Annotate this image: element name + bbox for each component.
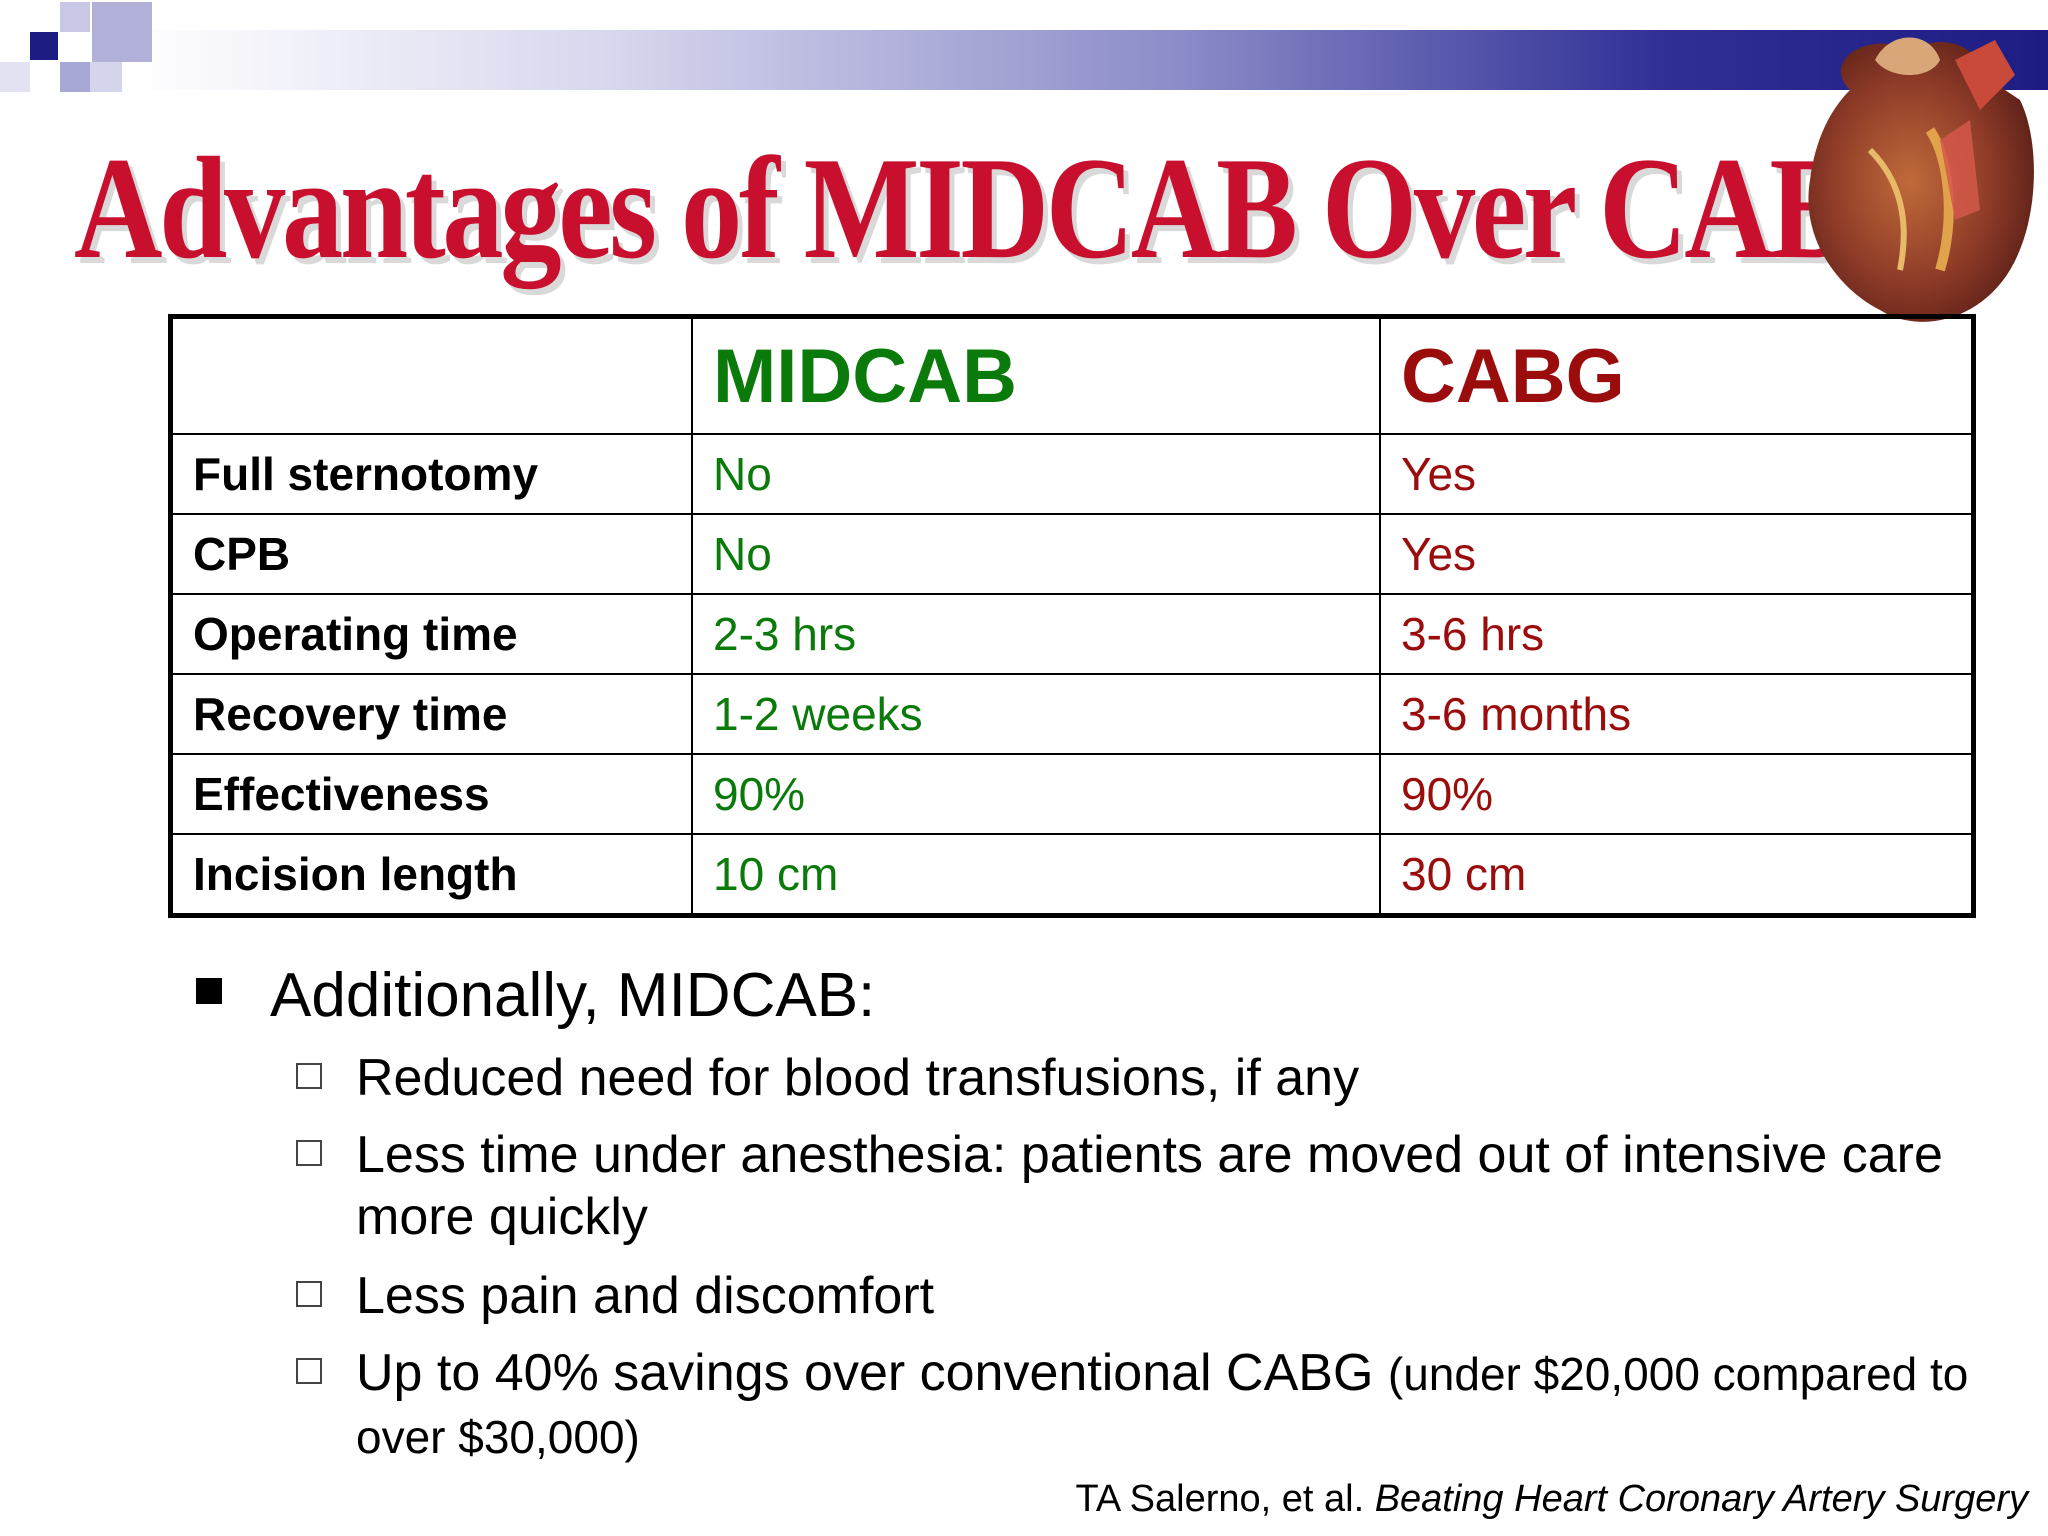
citation-work: Beating Heart Coronary Artery Surgery <box>1374 1478 2028 1520</box>
hollow-square-bullet-icon <box>296 1358 322 1384</box>
sub-bullet-text: Less pain and discomfort <box>356 1267 935 1325</box>
table-row: Operating time 2-3 hrs 3-6 hrs <box>169 593 1975 675</box>
hollow-square-bullet-icon <box>296 1063 322 1089</box>
table-header-row: MIDCAB CABG <box>169 315 1975 435</box>
cabg-value: Yes <box>1379 513 1975 595</box>
midcab-value: No <box>691 433 1381 515</box>
row-label: CPB <box>169 513 693 595</box>
midcab-value: 1-2 weeks <box>691 673 1381 755</box>
comparison-table: MIDCAB CABG Full sternotomy No Yes CPB N… <box>168 314 1976 918</box>
main-bullet-text: Additionally, MIDCAB: <box>270 961 876 1030</box>
table-row: Effectiveness 90% 90% <box>169 753 1975 835</box>
hollow-square-bullet-icon <box>296 1281 322 1307</box>
midcab-value: 10 cm <box>691 833 1381 917</box>
cabg-value: Yes <box>1379 433 1975 515</box>
row-label: Operating time <box>169 593 693 675</box>
cabg-value: 3-6 hrs <box>1379 593 1975 675</box>
sub-bullet-text: Less time under anesthesia: patients are… <box>356 1126 1943 1246</box>
decor-square <box>60 2 90 32</box>
row-label: Full sternotomy <box>169 433 693 515</box>
cabg-value: 3-6 months <box>1379 673 1975 755</box>
sub-bullet: Reduced need for blood transfusions, if … <box>296 1047 2036 1109</box>
sub-bullet-text: Up to 40% savings over conventional CABG <box>356 1344 1388 1402</box>
table-row: Incision length 10 cm 30 cm <box>169 833 1975 917</box>
hollow-square-bullet-icon <box>296 1140 322 1166</box>
row-label: Incision length <box>169 833 693 917</box>
sub-bullet: Less time under anesthesia: patients are… <box>296 1124 2036 1248</box>
table-row: CPB No Yes <box>169 513 1975 595</box>
decor-square <box>90 62 122 92</box>
header-gradient-band <box>130 30 2048 90</box>
main-bullet: Additionally, MIDCAB: <box>196 960 875 1031</box>
row-label: Effectiveness <box>169 753 693 835</box>
heart-illustration-icon <box>1808 37 2034 322</box>
decor-square <box>0 62 30 92</box>
sub-bullet-note: (under $20,000 compared to over $30,000) <box>356 1348 1969 1463</box>
decor-square <box>30 32 58 60</box>
table-row: Full sternotomy No Yes <box>169 433 1975 515</box>
midcab-value: No <box>691 513 1381 595</box>
cabg-value: 90% <box>1379 753 1975 835</box>
sub-bullet-text: Reduced need for blood transfusions, if … <box>356 1049 1360 1107</box>
header-cell-cabg: CABG <box>1379 315 1975 435</box>
cabg-value: 30 cm <box>1379 833 1975 917</box>
square-bullet-icon <box>196 978 222 1004</box>
decor-square <box>60 62 90 92</box>
header-cell-midcab: MIDCAB <box>691 315 1381 435</box>
header-cell-empty <box>169 315 693 435</box>
citation-authors: TA Salerno, et al. <box>1075 1478 1375 1520</box>
decor-square <box>92 2 152 62</box>
midcab-value: 90% <box>691 753 1381 835</box>
citation: TA Salerno, et al. Beating Heart Coronar… <box>1075 1478 2028 1521</box>
sub-bullet: Less pain and discomfort <box>296 1265 2036 1327</box>
row-label: Recovery time <box>169 673 693 755</box>
midcab-value: 2-3 hrs <box>691 593 1381 675</box>
table-row: Recovery time 1-2 weeks 3-6 months <box>169 673 1975 755</box>
slide-title: Advantages of MIDCAB Over CABG <box>74 127 1943 289</box>
sub-bullet: Up to 40% savings over conventional CABG… <box>296 1342 2036 1468</box>
